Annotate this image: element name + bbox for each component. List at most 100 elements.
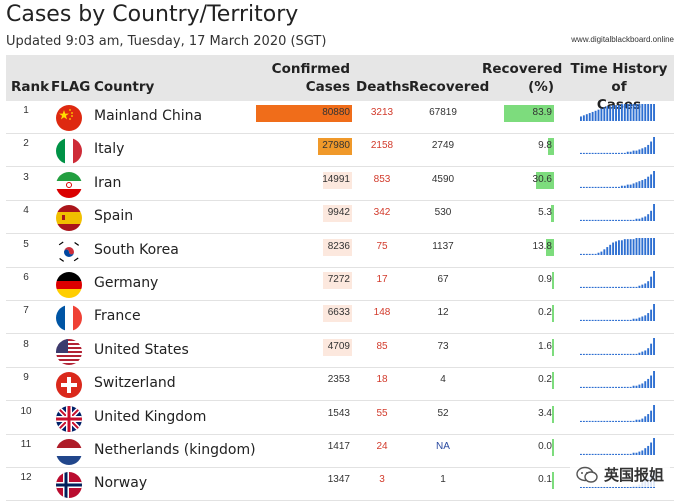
sparkline-bar — [641, 217, 644, 222]
recovered-pct-value: 9.8 — [538, 140, 552, 152]
column-header-country[interactable]: Country — [94, 79, 155, 95]
confirmed-cell: 27980 — [256, 138, 352, 156]
sparkline-bar — [626, 320, 629, 322]
sparkline-bar — [582, 220, 585, 222]
sparkline-bar — [603, 453, 606, 455]
time-history-sparkline[interactable] — [580, 237, 656, 257]
time-history-sparkline[interactable] — [580, 103, 656, 123]
country-name[interactable]: United Kingdom — [94, 408, 207, 425]
recovered-pct-bar — [550, 205, 554, 223]
time-history-sparkline[interactable] — [580, 337, 656, 357]
country-name[interactable]: Germany — [94, 275, 159, 291]
country-name[interactable]: Spain — [94, 208, 134, 225]
sparkline-bar — [591, 387, 594, 389]
sparkline-bar — [650, 174, 653, 188]
table-row[interactable]: 6 Germany 7272 17 67 0.9 — [6, 268, 674, 301]
column-header-rank[interactable]: Rank — [11, 79, 50, 95]
table-row[interactable]: 9 Switzerland 2353 18 4 0.2 — [6, 368, 674, 402]
recovered-pct-bar — [503, 105, 554, 122]
country-name[interactable]: Netherlands (kingdom) — [94, 442, 256, 458]
sparkline-bar — [612, 286, 615, 288]
sparkline-bar — [620, 487, 623, 489]
time-history-sparkline[interactable] — [580, 270, 656, 290]
country-name[interactable]: United States — [94, 341, 189, 358]
sparkline-bar — [612, 153, 615, 155]
table-row[interactable]: 3 Iran 14991 853 4590 30.6 — [6, 168, 674, 201]
confirmed-cell: 80880 — [256, 105, 352, 122]
sparkline-bar — [638, 419, 641, 422]
sparkline-bar — [582, 420, 585, 422]
sparkline-bar — [647, 214, 650, 222]
table-row[interactable]: 7 France 6633 148 12 0.2 — [6, 301, 674, 335]
column-header-deaths[interactable]: Deaths — [356, 79, 410, 95]
recovered-value: 52 — [437, 407, 449, 419]
sparkline-bar — [618, 286, 620, 288]
sparkline-bar — [615, 420, 617, 422]
column-header-flag[interactable]: FLAG — [51, 79, 91, 95]
time-history-sparkline[interactable] — [580, 203, 656, 223]
recovered-value: 73 — [437, 340, 449, 352]
country-name[interactable]: South Korea — [94, 241, 179, 258]
sparkline-bar — [626, 220, 629, 222]
recovered-pct-bar — [552, 272, 554, 289]
sparkline-bar — [615, 153, 617, 155]
sparkline-bar — [594, 253, 597, 255]
sparkline-bar — [600, 320, 603, 322]
sparkline-bar — [588, 487, 591, 489]
country-name[interactable]: Iran — [94, 174, 122, 191]
sparkline-bar — [641, 450, 644, 455]
time-history-sparkline[interactable] — [580, 404, 656, 424]
sparkline-bar — [641, 104, 644, 121]
sparkline-bar — [632, 452, 635, 455]
sparkline-bar — [612, 453, 615, 455]
time-history-sparkline[interactable] — [580, 303, 656, 323]
deaths-value: 24 — [376, 441, 388, 452]
sparkline-bar — [588, 113, 591, 121]
sparkline-bar — [620, 286, 623, 288]
recovered-value: 67819 — [429, 107, 457, 118]
sparkline-bar — [603, 320, 606, 322]
column-header-confirmed[interactable]: Confirmed Cases — [268, 60, 350, 96]
column-header-recovered[interactable]: Recovered — [409, 79, 490, 95]
table-row[interactable]: 10 United Kingdom 1543 55 52 3.4 — [6, 402, 674, 435]
table-row[interactable]: 2 Italy 27980 2158 2749 9.8 — [6, 134, 674, 168]
sparkline-bar — [638, 237, 641, 255]
sparkline-bar — [623, 104, 626, 121]
table-row[interactable]: 5 South Korea 8236 75 1137 13.8 — [6, 235, 674, 268]
rank-cell: 3 — [23, 171, 29, 183]
sparkline-bar — [597, 286, 600, 288]
table-row[interactable]: 12 Norway 1347 3 1 0.1 — [6, 468, 674, 502]
table-row[interactable]: 8 United States 4709 85 73 1.6 — [6, 335, 674, 368]
time-history-sparkline[interactable] — [580, 370, 656, 390]
table-row[interactable]: 4 Spain 9942 342 530 5.3 — [6, 201, 674, 235]
confirmed-cell: 7272 — [256, 272, 352, 289]
time-history-sparkline[interactable] — [580, 136, 656, 156]
sparkline-bar — [594, 353, 597, 355]
sparkline-bar — [585, 387, 588, 389]
column-header-recovered-pct[interactable]: Recovered (%) — [482, 60, 562, 96]
country-name[interactable]: Italy — [94, 141, 125, 158]
sparkline-bar — [635, 237, 638, 255]
sparkline-bar — [620, 387, 623, 389]
sparkline-bar — [623, 185, 626, 188]
confirmed-bar — [323, 205, 352, 223]
recovered-pct-value: 5.3 — [538, 207, 552, 219]
confirmed-bar — [323, 305, 352, 323]
table-row[interactable]: 11 Netherlands (kingdom) 1417 24 NA 0.0 — [6, 435, 674, 468]
country-name[interactable]: France — [94, 308, 141, 325]
country-name[interactable]: Switzerland — [94, 375, 176, 392]
country-name[interactable]: Norway — [94, 475, 148, 492]
sparkline-bar — [600, 353, 603, 355]
sparkline-bar — [632, 486, 635, 489]
confirmed-bar — [323, 372, 352, 390]
table-row[interactable]: 1 Mainland China 80880 3213 67819 83.9 — [6, 101, 674, 134]
confirmed-value: 2353 — [327, 374, 350, 386]
sparkline-bar — [582, 153, 585, 155]
time-history-sparkline[interactable] — [580, 437, 656, 457]
recovered-pct-cell: 0.1 — [494, 472, 554, 490]
sparkline-bar — [635, 486, 638, 489]
time-history-sparkline[interactable] — [580, 170, 656, 190]
country-name[interactable]: Mainland China — [94, 108, 203, 124]
recovered-pct-value: 0.2 — [538, 374, 552, 386]
sparkline-bar — [606, 106, 609, 121]
